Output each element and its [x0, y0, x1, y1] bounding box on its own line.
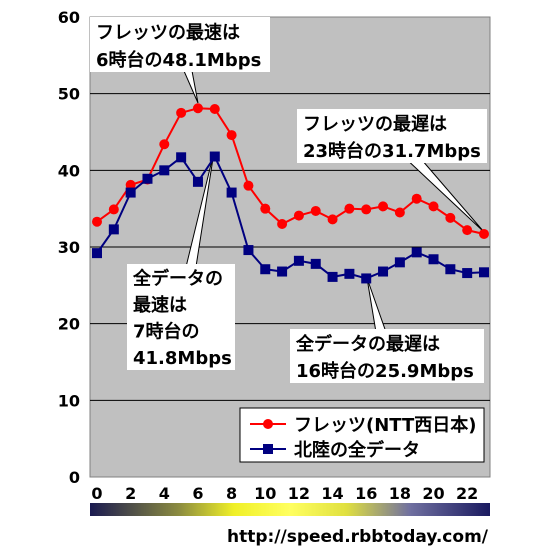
y-tick-label: 10	[58, 391, 80, 410]
data-point	[361, 273, 372, 284]
data-point	[344, 203, 355, 214]
callout-text: 16時台の25.9Mbps	[296, 360, 474, 382]
data-point	[479, 228, 489, 239]
x-tick-label: 10	[254, 484, 276, 503]
data-point	[142, 173, 153, 184]
data-point	[192, 103, 203, 114]
legend-label-furetsu: フレッツ(NTT西日本)	[294, 414, 477, 436]
data-point	[361, 204, 372, 215]
y-tick-label: 30	[58, 238, 80, 257]
data-point	[108, 224, 119, 235]
data-point	[344, 268, 355, 279]
data-point	[310, 258, 321, 269]
x-tick-label: 22	[456, 484, 478, 503]
data-point	[327, 271, 338, 282]
data-point	[310, 205, 321, 216]
data-point	[428, 201, 439, 212]
data-point	[159, 139, 170, 150]
legend-marker-hokuriku	[263, 444, 273, 454]
callout-box	[90, 17, 270, 72]
callout-box	[297, 109, 487, 163]
x-axis: 0 2 4 6 8 10 12 14 16 18 20 22	[91, 484, 478, 503]
data-point	[378, 201, 389, 212]
legend-box	[239, 407, 485, 463]
callout-text: 23時台の31.7Mbps	[303, 140, 481, 162]
data-point	[260, 203, 271, 214]
data-point	[462, 225, 473, 236]
data-point	[462, 268, 473, 279]
y-tick-label: 60	[58, 8, 80, 27]
callout-text: 41.8Mbps	[133, 348, 232, 369]
data-point	[293, 210, 304, 221]
x-tick-label: 6	[192, 484, 203, 503]
data-point	[108, 204, 119, 215]
data-point	[378, 266, 389, 277]
x-tick-label: 14	[321, 484, 343, 503]
legend-label-hokuriku: 北陸の全データ	[294, 439, 420, 461]
source-url: http://speed.rbbtoday.com/	[227, 527, 489, 547]
data-point	[226, 130, 237, 141]
data-point	[192, 176, 203, 187]
data-point	[226, 187, 237, 198]
y-tick-label: 0	[69, 468, 80, 487]
data-point	[243, 180, 254, 191]
x-tick-label: 4	[159, 484, 170, 503]
data-point	[411, 247, 422, 258]
data-point	[479, 267, 489, 278]
annotation-callouts: フレッツの最速は 6時台の48.1Mbps フレッツの最遅は 23時台の31.7Mbp…	[90, 17, 487, 383]
x-tick-label: 0	[91, 484, 102, 503]
callout-box	[290, 329, 484, 383]
data-point	[92, 248, 102, 259]
data-point	[159, 165, 170, 176]
data-point	[327, 214, 338, 225]
data-point	[293, 255, 304, 266]
series-layer	[92, 103, 489, 284]
x-tick-label: 12	[288, 484, 310, 503]
data-point	[394, 207, 405, 218]
callout-text: 最速は	[133, 294, 187, 316]
x-tick-label: 8	[226, 484, 237, 503]
data-point	[445, 212, 456, 223]
data-point	[260, 264, 271, 275]
data-point	[277, 219, 288, 229]
y-axis: 0 10 20 30 40 50 60	[58, 8, 80, 487]
callout-box	[127, 264, 235, 370]
data-point	[176, 107, 187, 118]
data-point	[125, 187, 136, 198]
y-tick-label: 50	[58, 85, 80, 104]
x-tick-label: 20	[422, 484, 444, 503]
callout-text: フレッツの最遅は	[303, 114, 447, 135]
data-point	[445, 264, 456, 275]
data-point	[411, 193, 422, 204]
x-tick-label: 16	[355, 484, 377, 503]
data-point	[176, 152, 187, 163]
data-point	[209, 151, 220, 162]
data-point	[394, 257, 405, 268]
x-tick-label: 18	[389, 484, 411, 503]
callout-text: 全データの	[132, 268, 223, 290]
time-of-day-gradient-bar	[90, 503, 490, 516]
x-tick-label: 2	[125, 484, 136, 503]
y-tick-label: 40	[58, 161, 80, 180]
data-point	[277, 266, 288, 277]
y-tick-label: 20	[58, 315, 80, 334]
callout-text: フレッツの最速は	[96, 21, 240, 43]
data-point	[92, 216, 102, 227]
data-point	[125, 179, 136, 190]
callout-text: 6時台の48.1Mbps	[96, 49, 261, 71]
data-point	[209, 104, 220, 114]
legend-marker-furetsu	[263, 419, 273, 429]
data-point	[243, 245, 254, 256]
callout-text: 7時台の	[133, 321, 200, 343]
callout-text: 全データの最遅は	[295, 333, 440, 355]
data-point	[428, 254, 439, 265]
legend: フレッツ(NTT西日本) 北陸の全データ	[239, 407, 485, 463]
